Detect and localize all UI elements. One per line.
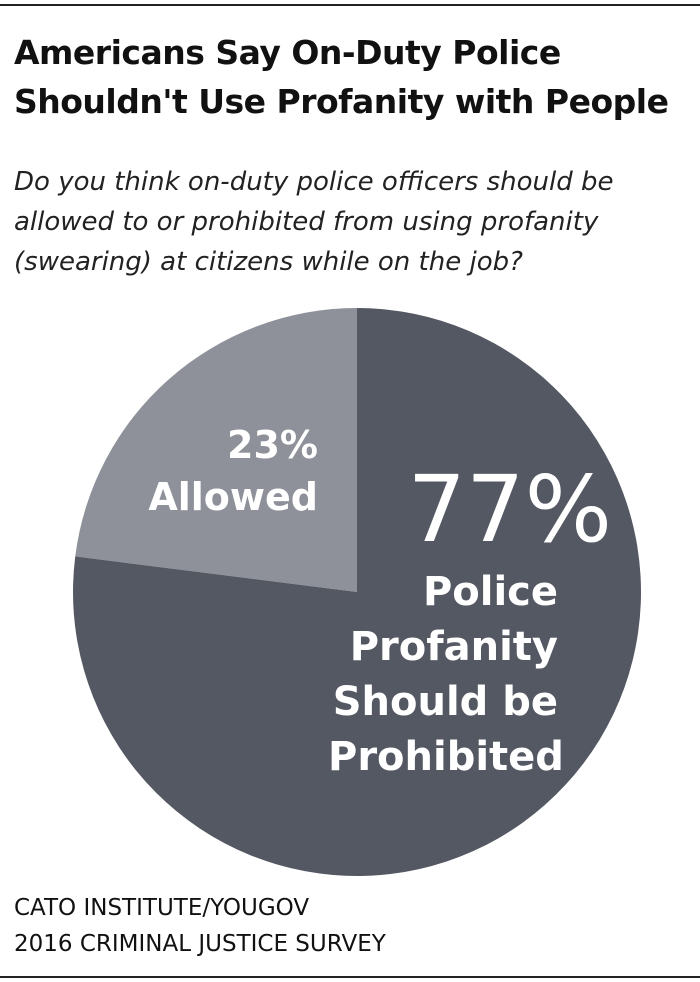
category-label: Police Profanity Should be Prohibited — [328, 569, 564, 780]
chart-title: Americans Say On-Duty Police Shouldn't U… — [14, 33, 669, 121]
value-label: 23% — [227, 423, 318, 467]
pie-slice — [72, 308, 641, 876]
source-line: CATO INSTITUTE/YOUGOV — [14, 895, 310, 921]
pie-slice — [75, 308, 357, 592]
source: CATO INSTITUTE/YOUGOV 2016 CRIMINAL JUST… — [14, 890, 386, 962]
bottom-rule — [0, 976, 700, 978]
top-rule — [0, 4, 700, 6]
category-label: Allowed — [148, 475, 318, 519]
value-label: 77% — [407, 456, 612, 563]
chart-subtitle: Do you think on-duty police officers sho… — [14, 167, 614, 277]
source-line: 2016 CRIMINAL JUSTICE SURVEY — [14, 931, 386, 957]
